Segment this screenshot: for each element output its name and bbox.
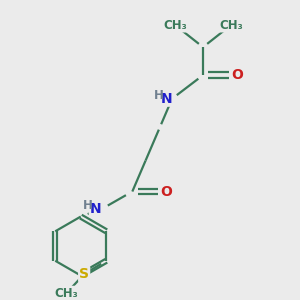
Text: N: N: [160, 92, 172, 106]
Text: H: H: [83, 199, 93, 212]
Text: S: S: [79, 267, 89, 281]
Text: CH₃: CH₃: [55, 287, 78, 300]
Text: O: O: [231, 68, 243, 82]
Text: O: O: [160, 184, 172, 199]
Text: H: H: [154, 89, 164, 102]
Text: N: N: [90, 202, 101, 216]
Text: CH₃: CH₃: [219, 19, 243, 32]
Text: CH₃: CH₃: [163, 19, 187, 32]
